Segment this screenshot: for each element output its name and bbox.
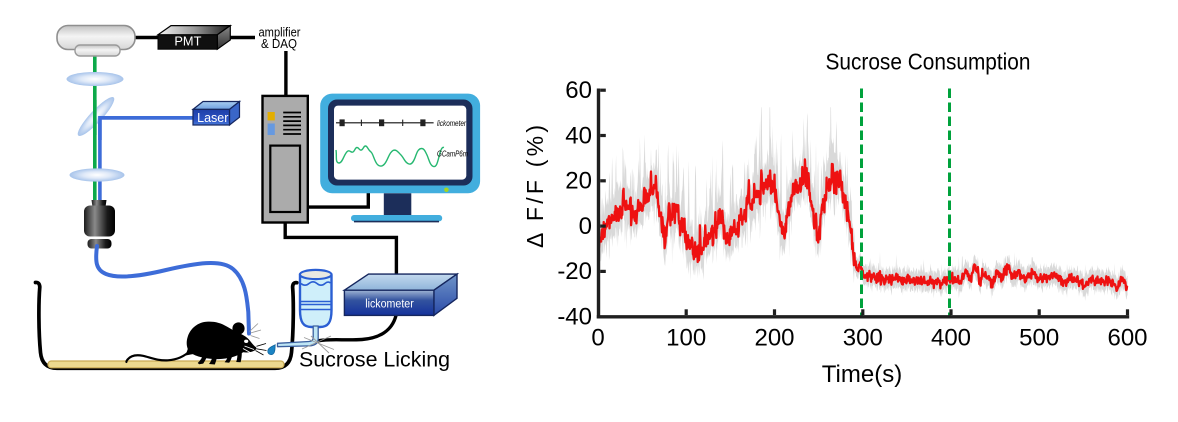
- svg-text:200: 200: [754, 325, 794, 352]
- svg-text:lickometer: lickometer: [437, 118, 467, 128]
- svg-text:300: 300: [843, 325, 883, 352]
- svg-text:Laser: Laser: [197, 111, 228, 125]
- svg-text:-40: -40: [557, 304, 592, 331]
- svg-text:100: 100: [666, 325, 706, 352]
- svg-text:60: 60: [565, 77, 592, 104]
- svg-text:Time(s): Time(s): [822, 361, 902, 388]
- svg-text:20: 20: [565, 168, 592, 195]
- svg-text:500: 500: [1019, 325, 1059, 352]
- svg-text:amplifier: amplifier: [259, 25, 302, 40]
- svg-text:0: 0: [579, 213, 592, 240]
- svg-text:600: 600: [1107, 325, 1147, 352]
- svg-text:Sucrose Consumption: Sucrose Consumption: [826, 49, 1031, 75]
- svg-text:PMT: PMT: [174, 34, 201, 49]
- svg-text:Sucrose Licking: Sucrose Licking: [299, 349, 450, 372]
- svg-text:Δ F/F (%): Δ F/F (%): [522, 125, 548, 248]
- svg-text:-20: -20: [557, 258, 592, 285]
- svg-text:400: 400: [931, 325, 971, 352]
- svg-text:& DAQ: & DAQ: [261, 36, 297, 51]
- svg-text:GCamP6m: GCamP6m: [437, 149, 468, 159]
- svg-text:0: 0: [591, 325, 604, 352]
- svg-text:40: 40: [565, 122, 592, 149]
- svg-text:lickometer: lickometer: [365, 299, 414, 311]
